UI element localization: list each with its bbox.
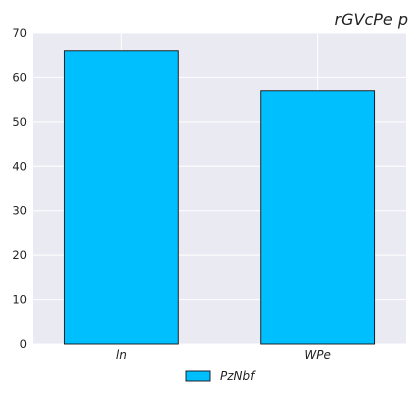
y-tick-label: 50: [12, 115, 27, 129]
y-tick-label: 20: [12, 248, 27, 262]
x-axis-ticks: ln WPe: [116, 348, 331, 362]
y-tick-label: 0: [20, 337, 27, 351]
y-tick-label: 70: [12, 26, 27, 40]
y-axis-ticks: 0 10 20 30 40 50 60 70: [12, 26, 27, 351]
bar-ln: [64, 51, 178, 344]
x-tick-label: ln: [116, 348, 127, 362]
legend-label: PzNbf: [220, 369, 256, 383]
y-tick-label: 10: [12, 293, 27, 307]
legend-swatch: [186, 371, 210, 381]
chart-title: rGVcPe p: [335, 10, 408, 29]
y-tick-label: 30: [12, 204, 27, 218]
legend: PzNbf: [186, 369, 256, 383]
y-tick-label: 60: [12, 70, 27, 84]
y-tick-label: 40: [12, 159, 27, 173]
bar-WPe: [261, 91, 375, 344]
x-tick-label: WPe: [304, 348, 330, 362]
